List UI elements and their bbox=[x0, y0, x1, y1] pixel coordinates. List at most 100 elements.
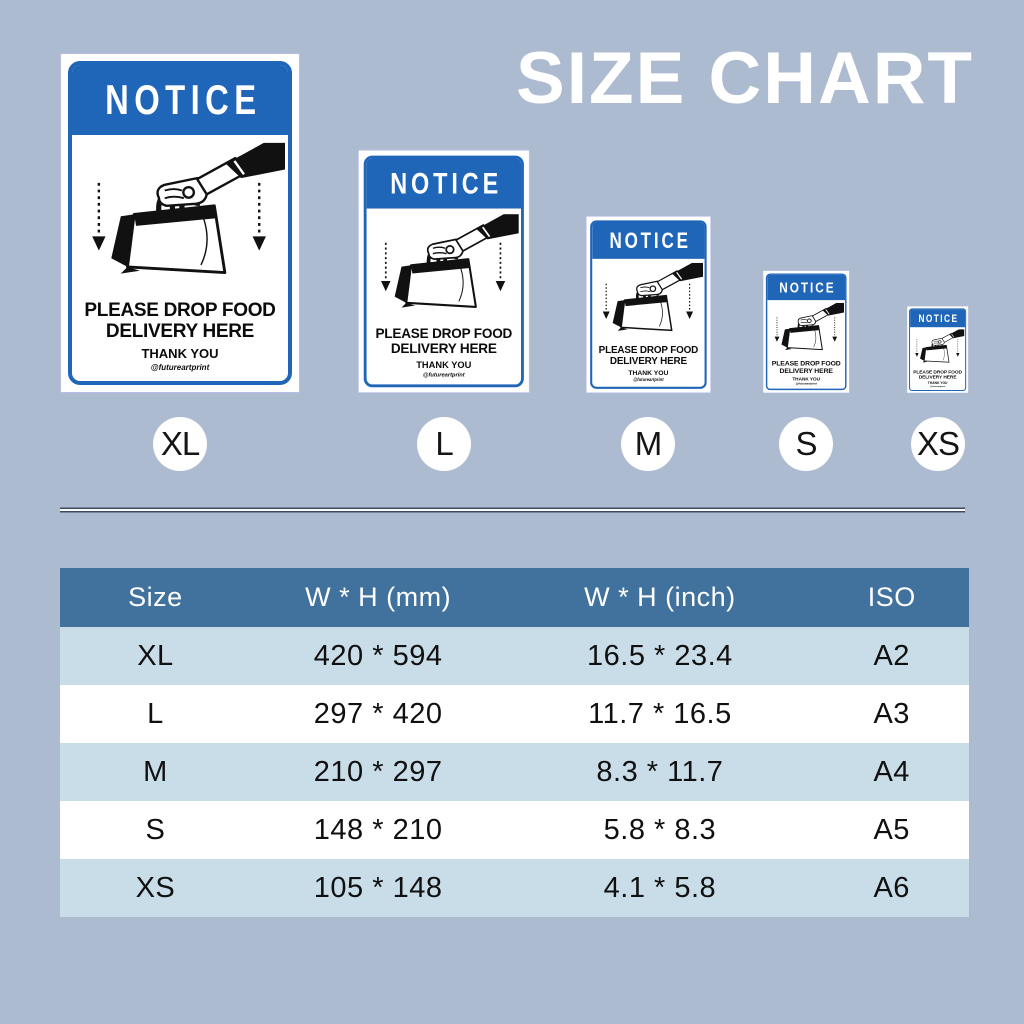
sign-credit: @futureartprint bbox=[422, 371, 465, 379]
col-header-iso: ISO bbox=[867, 582, 916, 612]
cell-iso: A2 bbox=[873, 639, 910, 672]
cell-mm: 148 * 210 bbox=[313, 813, 443, 846]
cell-inch: 4.1 * 5.8 bbox=[603, 871, 717, 904]
sign-inner: NOTICE PLEASE DROP FOOD DELIVERY HERE TH… bbox=[909, 308, 967, 391]
size-badge-xl: XL bbox=[153, 417, 207, 471]
sign-line2: DELIVERY HERE bbox=[779, 367, 833, 375]
sign-preview-l: NOTICE PLEASE DROP FOOD DELIVERY HERE TH… bbox=[358, 53, 598, 393]
section-divider bbox=[60, 509, 965, 511]
size-badge-m: M bbox=[621, 417, 675, 471]
size-badge-label: M bbox=[634, 425, 662, 462]
col-header-inch: W * H (inch) bbox=[584, 582, 736, 612]
size-badge-l: L bbox=[417, 417, 471, 471]
cell-inch: 16.5 * 23.4 bbox=[587, 639, 733, 672]
sign-art bbox=[72, 135, 288, 301]
sign-text: PLEASE DROP FOOD DELIVERY HERE THANK YOU… bbox=[767, 360, 845, 389]
sign-line2: DELIVERY HERE bbox=[105, 320, 255, 342]
size-badge-s: S bbox=[779, 417, 833, 471]
table-row-xl: XL 420 * 594 16.5 * 23.4 A2 bbox=[60, 627, 969, 685]
table-row-l: L 297 * 420 11.7 * 16.5 A3 bbox=[60, 685, 969, 743]
cell-iso: A4 bbox=[873, 755, 910, 788]
cell-size: XS bbox=[135, 871, 176, 904]
size-badge-label: S bbox=[795, 425, 817, 462]
cell-iso: A5 bbox=[873, 813, 910, 846]
sign-thanks: THANK YOU bbox=[141, 346, 219, 362]
size-badge-label: XL bbox=[160, 425, 200, 462]
sign-thanks: THANK YOU bbox=[416, 359, 472, 371]
cell-mm: 297 * 420 bbox=[313, 697, 443, 730]
sign-art bbox=[592, 259, 704, 345]
bag-delivery-illustration bbox=[911, 328, 965, 370]
cell-size: L bbox=[147, 697, 164, 730]
sign-notice-label: NOTICE bbox=[609, 228, 691, 253]
table-row-m: M 210 * 297 8.3 * 11.7 A4 bbox=[60, 743, 969, 801]
sign-notice-label: NOTICE bbox=[105, 76, 262, 123]
sign-art bbox=[767, 300, 845, 360]
sign-line1: PLEASE DROP FOOD bbox=[913, 369, 962, 375]
sign-text: PLEASE DROP FOOD DELIVERY HERE THANK YOU… bbox=[910, 369, 965, 390]
sign-card: NOTICE PLEASE DROP FOOD DELIVERY HERE TH… bbox=[60, 53, 300, 393]
sign-line2: DELIVERY HERE bbox=[918, 374, 957, 380]
sign-line1: PLEASE DROP FOOD bbox=[598, 344, 699, 356]
table-row-s: S 148 * 210 5.8 * 8.3 A5 bbox=[60, 801, 969, 859]
sign-card: NOTICE PLEASE DROP FOOD DELIVERY HERE TH… bbox=[907, 306, 969, 393]
sign-notice-label: NOTICE bbox=[779, 278, 836, 296]
col-header-mm: W * H (mm) bbox=[305, 582, 452, 612]
sign-thanks: THANK YOU bbox=[927, 381, 948, 385]
cell-inch: 5.8 * 8.3 bbox=[603, 813, 717, 846]
sign-header-band: NOTICE bbox=[910, 309, 966, 328]
sign-header-band: NOTICE bbox=[366, 158, 522, 209]
sign-inner: NOTICE PLEASE DROP FOOD DELIVERY HERE TH… bbox=[68, 61, 292, 385]
sign-art bbox=[367, 209, 521, 328]
page-title: SIZE CHART bbox=[516, 38, 974, 119]
sign-preview-xs: NOTICE PLEASE DROP FOOD DELIVERY HERE TH… bbox=[907, 53, 1024, 393]
sign-preview-s: NOTICE PLEASE DROP FOOD DELIVERY HERE TH… bbox=[763, 53, 1003, 393]
sign-credit: @futureartprint bbox=[633, 377, 664, 383]
sign-line2: DELIVERY HERE bbox=[609, 355, 687, 367]
sign-text: PLEASE DROP FOOD DELIVERY HERE THANK YOU… bbox=[592, 345, 704, 386]
sign-inner: NOTICE PLEASE DROP FOOD DELIVERY HERE TH… bbox=[765, 273, 847, 391]
bag-delivery-illustration bbox=[594, 260, 703, 345]
sign-header-band: NOTICE bbox=[72, 65, 288, 135]
sign-line1: PLEASE DROP FOOD bbox=[375, 326, 513, 342]
cell-size: XL bbox=[137, 639, 174, 672]
sign-line2: DELIVERY HERE bbox=[390, 341, 497, 357]
sign-thanks: THANK YOU bbox=[628, 368, 669, 377]
bag-delivery-illustration bbox=[75, 137, 285, 301]
sign-text: PLEASE DROP FOOD DELIVERY HERE THANK YOU… bbox=[367, 327, 521, 384]
sign-notice-label: NOTICE bbox=[390, 166, 503, 200]
sign-line1: PLEASE DROP FOOD bbox=[771, 359, 841, 368]
cell-iso: A6 bbox=[873, 871, 910, 904]
col-header-size: Size bbox=[128, 582, 183, 612]
cell-mm: 420 * 594 bbox=[313, 639, 443, 672]
size-badge-label: L bbox=[435, 425, 453, 462]
bag-delivery-illustration bbox=[369, 210, 519, 327]
cell-inch: 8.3 * 11.7 bbox=[596, 755, 724, 788]
table-row-xs: XS 105 * 148 4.1 * 5.8 A6 bbox=[60, 859, 969, 917]
table-header-row: Size W * H (mm) W * H (inch) ISO bbox=[60, 568, 969, 627]
sign-card: NOTICE PLEASE DROP FOOD DELIVERY HERE TH… bbox=[586, 216, 711, 393]
cell-inch: 11.7 * 16.5 bbox=[588, 697, 732, 730]
sign-text: PLEASE DROP FOOD DELIVERY HERE THANK YOU… bbox=[72, 301, 288, 381]
sign-card: NOTICE PLEASE DROP FOOD DELIVERY HERE TH… bbox=[358, 149, 530, 393]
sign-credit: @futureartprint bbox=[930, 385, 946, 388]
sign-inner: NOTICE PLEASE DROP FOOD DELIVERY HERE TH… bbox=[590, 220, 707, 389]
sign-header-band: NOTICE bbox=[767, 274, 846, 301]
cell-iso: A3 bbox=[873, 697, 910, 730]
sign-notice-label: NOTICE bbox=[918, 312, 959, 325]
sign-credit: @futureartprint bbox=[795, 382, 817, 386]
sign-inner: NOTICE PLEASE DROP FOOD DELIVERY HERE TH… bbox=[363, 155, 524, 388]
sign-credit: @futureartprint bbox=[150, 363, 210, 373]
size-badge-label: XS bbox=[916, 425, 960, 462]
cell-mm: 210 * 297 bbox=[313, 755, 443, 788]
cell-size: M bbox=[143, 755, 168, 788]
bag-delivery-illustration bbox=[768, 301, 844, 360]
size-badge-xs: XS bbox=[911, 417, 965, 471]
sign-card: NOTICE PLEASE DROP FOOD DELIVERY HERE TH… bbox=[763, 270, 850, 393]
sign-preview-m: NOTICE PLEASE DROP FOOD DELIVERY HERE TH… bbox=[586, 53, 826, 393]
sign-line1: PLEASE DROP FOOD bbox=[84, 300, 276, 322]
size-table: Size W * H (mm) W * H (inch) ISO XL 420 … bbox=[60, 568, 969, 917]
sign-art bbox=[910, 327, 965, 369]
sign-thanks: THANK YOU bbox=[792, 376, 821, 382]
